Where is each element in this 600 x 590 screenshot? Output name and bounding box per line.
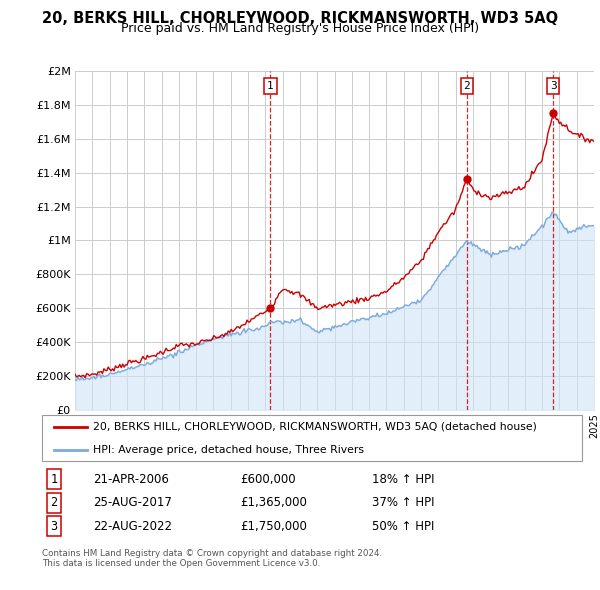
Text: £1,365,000: £1,365,000 — [240, 496, 307, 509]
Text: 21-APR-2006: 21-APR-2006 — [93, 473, 169, 486]
Text: 37% ↑ HPI: 37% ↑ HPI — [372, 496, 434, 509]
Text: 20, BERKS HILL, CHORLEYWOOD, RICKMANSWORTH, WD3 5AQ (detached house): 20, BERKS HILL, CHORLEYWOOD, RICKMANSWOR… — [93, 422, 537, 432]
Text: Contains HM Land Registry data © Crown copyright and database right 2024.: Contains HM Land Registry data © Crown c… — [42, 549, 382, 558]
Text: 2: 2 — [50, 496, 58, 509]
Text: 50% ↑ HPI: 50% ↑ HPI — [372, 520, 434, 533]
Text: Price paid vs. HM Land Registry's House Price Index (HPI): Price paid vs. HM Land Registry's House … — [121, 22, 479, 35]
Text: 1: 1 — [267, 81, 274, 91]
Text: 18% ↑ HPI: 18% ↑ HPI — [372, 473, 434, 486]
Text: 2: 2 — [463, 81, 470, 91]
Text: £1,750,000: £1,750,000 — [240, 520, 307, 533]
Text: 25-AUG-2017: 25-AUG-2017 — [93, 496, 172, 509]
Text: 20, BERKS HILL, CHORLEYWOOD, RICKMANSWORTH, WD3 5AQ: 20, BERKS HILL, CHORLEYWOOD, RICKMANSWOR… — [42, 11, 558, 25]
Text: HPI: Average price, detached house, Three Rivers: HPI: Average price, detached house, Thre… — [93, 445, 364, 455]
Text: 3: 3 — [550, 81, 557, 91]
Text: £600,000: £600,000 — [240, 473, 296, 486]
Text: 3: 3 — [50, 520, 58, 533]
Text: 22-AUG-2022: 22-AUG-2022 — [93, 520, 172, 533]
Text: 1: 1 — [50, 473, 58, 486]
Text: This data is licensed under the Open Government Licence v3.0.: This data is licensed under the Open Gov… — [42, 559, 320, 568]
